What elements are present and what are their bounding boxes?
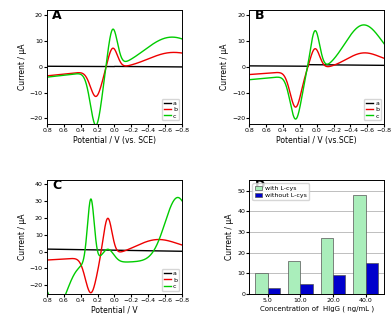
Bar: [333, 275, 345, 294]
Text: D: D: [255, 179, 265, 192]
Bar: [256, 273, 268, 294]
X-axis label: Concentration of  HIgG ( ng/mL ): Concentration of HIgG ( ng/mL ): [260, 306, 374, 312]
Y-axis label: Current / μA: Current / μA: [18, 43, 27, 90]
X-axis label: Potential / V (vs.SCE): Potential / V (vs.SCE): [276, 136, 357, 145]
X-axis label: Potential / V (vs. SCE): Potential / V (vs. SCE): [73, 136, 156, 145]
Bar: [268, 288, 280, 294]
Bar: [353, 195, 366, 294]
Bar: [288, 261, 300, 294]
Bar: [321, 238, 333, 294]
Legend: with L-cys, without L-cys: with L-cys, without L-cys: [252, 183, 309, 200]
Bar: [366, 263, 378, 294]
Bar: [300, 284, 313, 294]
Text: C: C: [53, 179, 62, 192]
Legend: a, b, c: a, b, c: [364, 99, 381, 121]
Y-axis label: Current / μA: Current / μA: [18, 214, 27, 261]
Y-axis label: Current / μA: Current / μA: [220, 43, 229, 90]
Text: B: B: [255, 9, 264, 22]
Legend: a, b, c: a, b, c: [162, 99, 179, 121]
X-axis label: Potential / V: Potential / V: [91, 306, 138, 315]
Text: A: A: [53, 9, 62, 22]
Legend: a, b, c: a, b, c: [162, 269, 179, 291]
Y-axis label: Current / μA: Current / μA: [225, 214, 234, 261]
